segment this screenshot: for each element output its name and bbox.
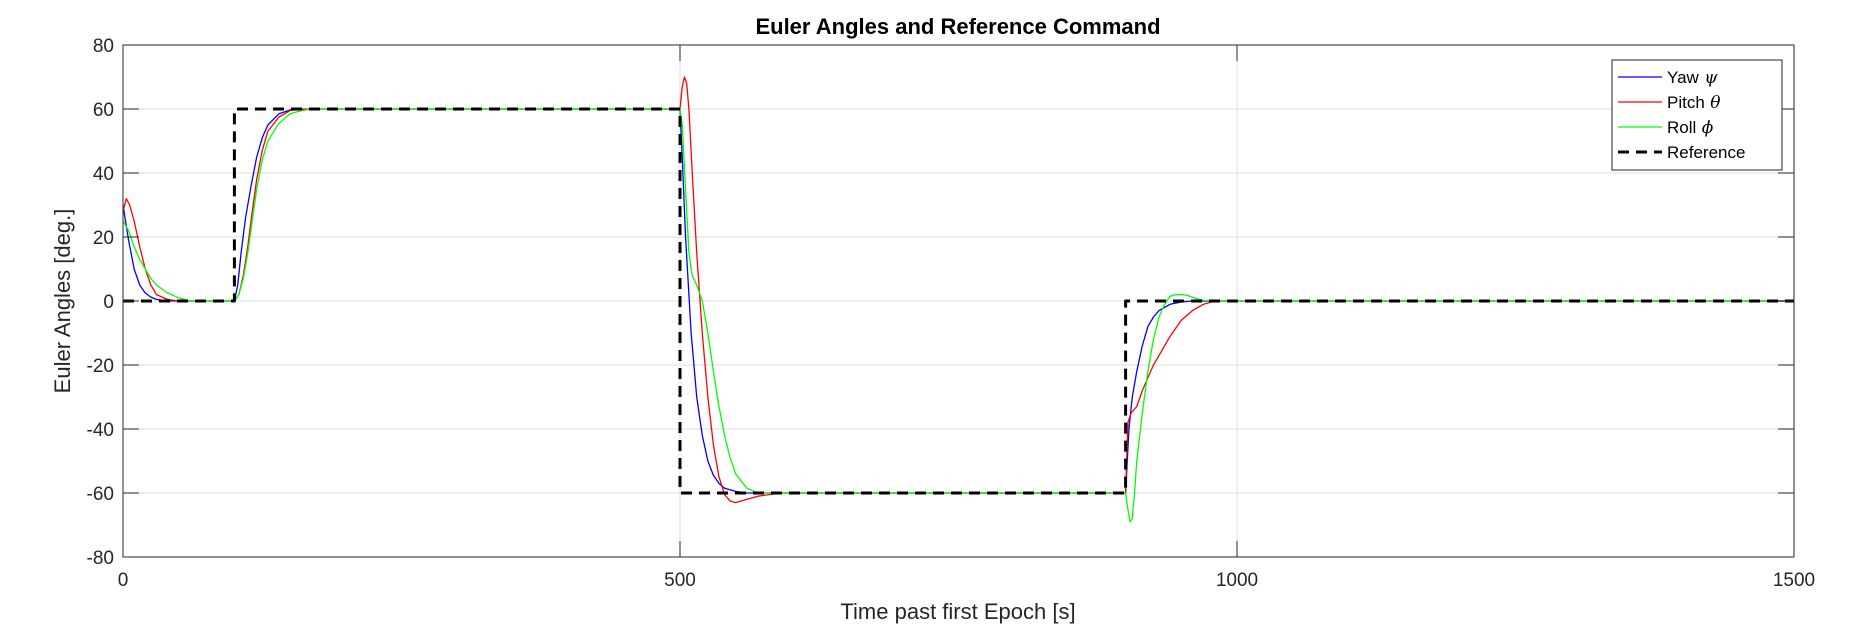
x-tick-label: 1000 bbox=[1216, 570, 1258, 591]
y-tick-label: 60 bbox=[93, 100, 114, 121]
y-tick-label: 80 bbox=[93, 36, 114, 57]
legend: Yaw ψ Pitch θ Roll ϕ Reference bbox=[1611, 59, 1783, 171]
y-tick-label: -60 bbox=[87, 484, 114, 505]
x-tick-label: 0 bbox=[118, 570, 129, 591]
grid bbox=[122, 44, 1795, 558]
y-axis-label: Euler Angles [deg.] bbox=[50, 209, 75, 394]
legend-entry-pitch: Pitch θ bbox=[1667, 93, 1720, 113]
legend-entry-yaw: Yaw ψ bbox=[1667, 68, 1718, 88]
y-tick-label: 20 bbox=[93, 228, 114, 249]
series-line-roll bbox=[123, 108, 1794, 523]
legend-entry-reference: Reference bbox=[1667, 143, 1745, 162]
x-axis-label: Time past first Epoch [s] bbox=[840, 599, 1075, 624]
y-tick-label: 40 bbox=[93, 164, 114, 185]
chart-title: Euler Angles and Reference Command bbox=[755, 14, 1160, 39]
x-tick-label: 1500 bbox=[1773, 570, 1815, 591]
series-line-reference bbox=[123, 107, 1794, 495]
y-tick-label: 0 bbox=[103, 292, 114, 313]
legend-entry-roll: Roll ϕ bbox=[1667, 118, 1714, 138]
ticks: 0 500 1000 1500 -80 -60 -40 -20 0 20 40 60 80 bbox=[87, 36, 1816, 591]
series-layer bbox=[123, 76, 1794, 523]
x-tick-label: 500 bbox=[664, 570, 696, 591]
y-tick-label: -40 bbox=[87, 420, 114, 441]
y-tick-label: -80 bbox=[87, 548, 114, 569]
y-tick-label: -20 bbox=[87, 356, 114, 377]
